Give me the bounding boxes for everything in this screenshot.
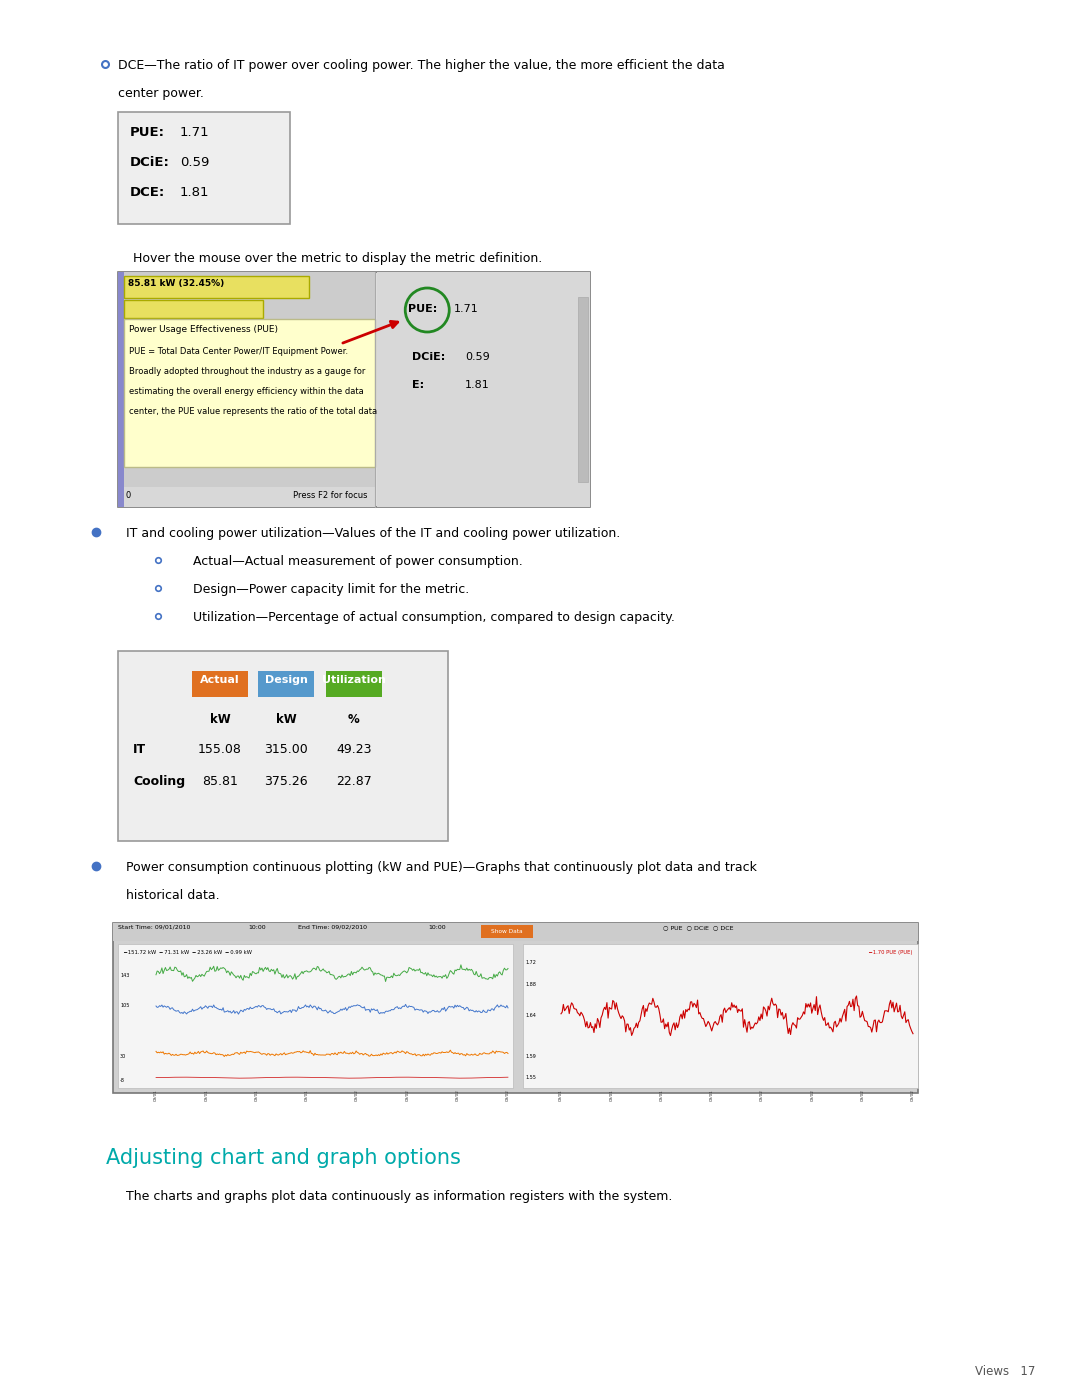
Text: 09/01: 09/01 (660, 1090, 663, 1101)
Text: 09/02: 09/02 (405, 1090, 409, 1101)
Text: 09/02: 09/02 (456, 1090, 460, 1101)
Text: 0.59: 0.59 (465, 352, 490, 362)
Text: Broadly adopted throughout the industry as a gauge for: Broadly adopted throughout the industry … (129, 367, 365, 376)
Text: 1.81: 1.81 (465, 380, 490, 390)
Text: Actual—Actual measurement of power consumption.: Actual—Actual measurement of power consu… (193, 555, 523, 569)
Text: 85.81: 85.81 (202, 775, 238, 788)
Bar (118, 944, 513, 1088)
Text: 09/02: 09/02 (760, 1090, 765, 1101)
Bar (258, 671, 314, 697)
Text: ━ 1.70 PUE (PUE): ━ 1.70 PUE (PUE) (868, 950, 913, 956)
Text: ○ PUE  ○ DCiE  ○ DCE: ○ PUE ○ DCiE ○ DCE (663, 925, 733, 930)
Text: PUE = Total Data Center Power/IT Equipment Power.: PUE = Total Data Center Power/IT Equipme… (129, 346, 348, 356)
Bar (118, 272, 590, 507)
Text: Adjusting chart and graph options: Adjusting chart and graph options (106, 1148, 461, 1168)
Text: Design: Design (265, 675, 308, 685)
Text: 155.08: 155.08 (198, 743, 242, 756)
Bar (481, 925, 534, 939)
Text: estimating the overall energy efficiency within the data: estimating the overall energy efficiency… (129, 387, 364, 395)
Text: Power Usage Effectiveness (PUE): Power Usage Effectiveness (PUE) (129, 326, 278, 334)
Bar (377, 272, 590, 507)
Bar (118, 651, 448, 841)
Text: DCiE:: DCiE: (413, 352, 445, 362)
Bar (578, 298, 588, 482)
Text: center, the PUE value represents the ratio of the total data: center, the PUE value represents the rat… (129, 407, 377, 416)
Bar (124, 488, 375, 507)
Text: 1.81: 1.81 (180, 186, 210, 198)
Text: 0: 0 (126, 490, 132, 500)
Text: -8: -8 (120, 1077, 125, 1083)
Text: Utilization—Percentage of actual consumption, compared to design capacity.: Utilization—Percentage of actual consump… (193, 610, 675, 624)
Bar (118, 272, 375, 507)
Text: 1.59: 1.59 (525, 1053, 536, 1059)
Bar (118, 272, 124, 507)
Text: ━ 151.72 kW  ━ 71.31 kW  ━ 23.26 kW  ━ 0.99 kW: ━ 151.72 kW ━ 71.31 kW ━ 23.26 kW ━ 0.99… (123, 950, 252, 956)
Text: Show Data: Show Data (491, 929, 523, 935)
Text: 09/01: 09/01 (204, 1090, 208, 1101)
Text: E:: E: (413, 380, 424, 390)
Text: 09/02: 09/02 (810, 1090, 814, 1101)
Text: 30: 30 (120, 1053, 126, 1059)
Text: DCE:: DCE: (130, 186, 165, 198)
Text: PUE:: PUE: (130, 126, 165, 138)
Text: 09/01: 09/01 (609, 1090, 613, 1101)
Bar (118, 112, 291, 224)
Text: center power.: center power. (118, 87, 204, 101)
Text: 09/01: 09/01 (305, 1090, 309, 1101)
Text: 315.00: 315.00 (265, 743, 308, 756)
Bar (192, 671, 248, 697)
Text: 143: 143 (120, 974, 130, 978)
Text: DCE—The ratio of IT power over cooling power. The higher the value, the more eff: DCE—The ratio of IT power over cooling p… (118, 59, 725, 73)
Bar (113, 923, 918, 1092)
Bar (326, 671, 382, 697)
Text: 09/01: 09/01 (559, 1090, 563, 1101)
Bar (124, 319, 375, 467)
Bar (113, 923, 918, 942)
Text: 1.55: 1.55 (525, 1074, 536, 1080)
Text: 375.26: 375.26 (265, 775, 308, 788)
Text: Press F2 for focus: Press F2 for focus (293, 490, 367, 500)
Bar (124, 277, 309, 298)
Text: 1.71: 1.71 (455, 305, 480, 314)
Text: 10:00: 10:00 (428, 925, 446, 930)
Text: DCiE:: DCiE: (130, 156, 170, 169)
Text: 85.81 kW (32.45%): 85.81 kW (32.45%) (129, 279, 225, 288)
Text: IT: IT (133, 743, 146, 756)
Text: 09/02: 09/02 (355, 1090, 360, 1101)
Text: 1.71: 1.71 (180, 126, 210, 138)
Text: 09/02: 09/02 (912, 1090, 915, 1101)
Text: kW: kW (210, 712, 230, 726)
Text: The charts and graphs plot data continuously as information registers with the s: The charts and graphs plot data continuo… (126, 1190, 673, 1203)
Text: 49.23: 49.23 (336, 743, 372, 756)
Text: IT and cooling power utilization—Values of the IT and cooling power utilization.: IT and cooling power utilization—Values … (126, 527, 620, 541)
Text: 105: 105 (120, 1003, 130, 1007)
Text: End Time: 09/02/2010: End Time: 09/02/2010 (298, 925, 367, 930)
Text: 22.87: 22.87 (336, 775, 372, 788)
Text: Power consumption continuous plotting (kW and PUE)—Graphs that continuously plot: Power consumption continuous plotting (k… (126, 861, 757, 875)
Text: Hover the mouse over the metric to display the metric definition.: Hover the mouse over the metric to displ… (133, 251, 542, 265)
Text: Actual: Actual (200, 675, 240, 685)
Text: Views   17: Views 17 (974, 1365, 1035, 1377)
Text: Design—Power capacity limit for the metric.: Design—Power capacity limit for the metr… (193, 583, 469, 597)
Text: 0.59: 0.59 (180, 156, 210, 169)
Text: 09/02: 09/02 (507, 1090, 510, 1101)
Text: Start Time: 09/01/2010: Start Time: 09/01/2010 (118, 925, 190, 930)
Text: 09/01: 09/01 (255, 1090, 258, 1101)
Text: 09/01: 09/01 (710, 1090, 714, 1101)
Text: 1.72: 1.72 (525, 960, 536, 965)
Text: kW: kW (275, 712, 296, 726)
Text: PUE:: PUE: (408, 305, 437, 314)
Text: Utilization: Utilization (322, 675, 386, 685)
Bar (124, 300, 262, 319)
Text: 09/01: 09/01 (154, 1090, 158, 1101)
Text: 1.64: 1.64 (525, 1013, 536, 1018)
Text: Cooling: Cooling (133, 775, 185, 788)
Bar (523, 944, 918, 1088)
Text: 09/02: 09/02 (861, 1090, 865, 1101)
Text: 10:00: 10:00 (248, 925, 266, 930)
Text: 1.88: 1.88 (525, 982, 536, 988)
Text: %: % (348, 712, 360, 726)
Text: historical data.: historical data. (126, 888, 219, 902)
